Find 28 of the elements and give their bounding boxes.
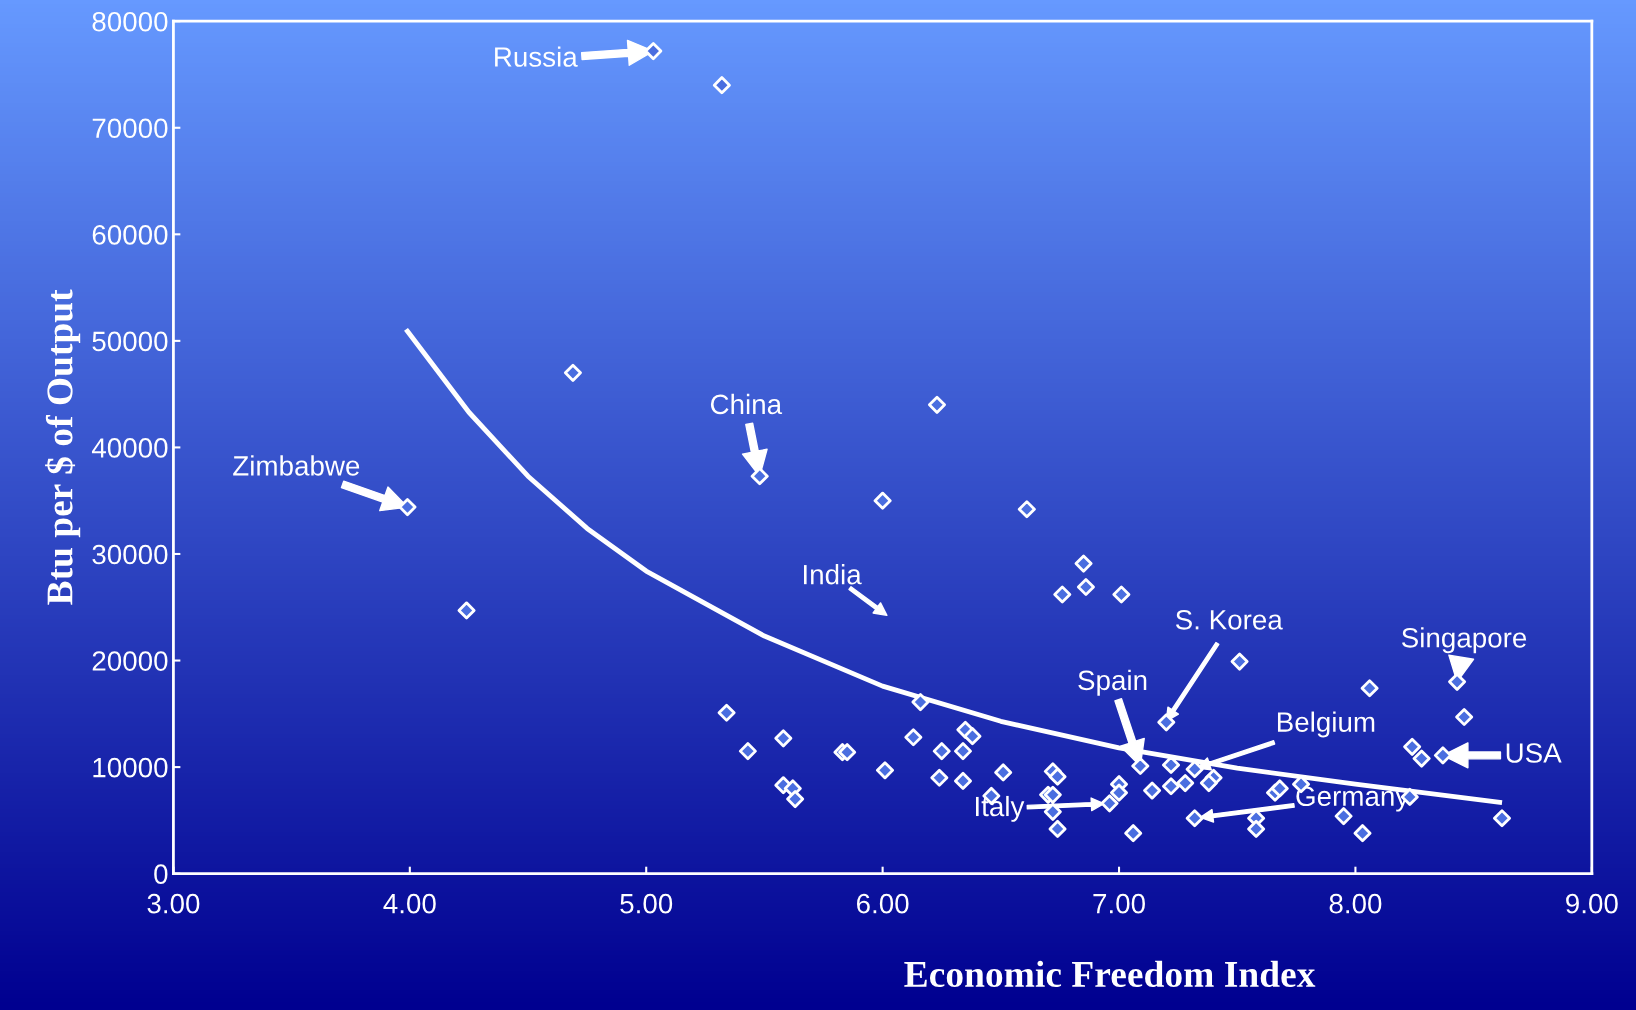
y-axis-title: Btu per $ of Output [45,289,81,605]
annotation: S. Korea [1175,609,1283,630]
annotation: India [804,564,862,585]
annotation: Italy [976,795,1025,822]
x-tick-label: 3.00 [147,893,200,914]
annotation: Russia [495,46,578,67]
y-tick-label: 60000 [92,224,168,245]
y-tick-label: 10000 [93,757,168,778]
x-tick-label: 6.00 [857,893,909,914]
y-tick-label: 40000 [91,438,168,458]
y-tick-label: 50000 [92,331,168,352]
x-axis-title: Economic Freedom Index [904,960,1316,988]
y-tick-label: 30000 [92,544,168,565]
annotation: Belgium [1277,711,1375,738]
x-tick-label: 8.00 [1329,893,1382,914]
annotation: China [710,393,783,415]
annotation: USA [1506,743,1562,763]
x-tick-label: 5.00 [620,893,673,914]
annotation: Zimbabwe [233,455,360,476]
x-tick-label: 4.00 [383,893,436,914]
y-tick-label: 70000 [92,118,168,139]
x-tick-label: 7.00 [1093,893,1145,914]
annotation: Singapore [1401,627,1527,654]
y-tick-label: 0 [154,864,168,884]
annotation: Spain [1078,669,1147,696]
y-tick-label: 80000 [92,11,168,32]
y-tick-label: 20000 [92,651,168,671]
x-tick-label: 9.00 [1566,893,1618,914]
